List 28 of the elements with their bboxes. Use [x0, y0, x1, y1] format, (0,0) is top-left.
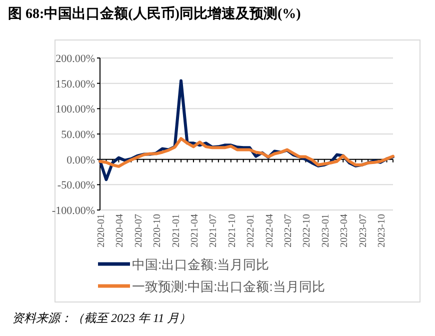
line-series	[98, 137, 394, 168]
x-tick-label: 2020-01	[96, 214, 107, 248]
x-tick-label: 2021-04	[190, 214, 201, 248]
x-tick-label: 2021-07	[208, 214, 220, 248]
x-tick-label: 2021-10	[226, 214, 238, 248]
y-tick-label: 50.00%	[61, 129, 95, 141]
y-tick-label: 200.00%	[56, 53, 95, 65]
x-tick-label: 2022-04	[264, 214, 276, 248]
y-tick-label: 150.00%	[56, 78, 95, 90]
x-tick-label: 2023-01	[320, 214, 332, 248]
legend-label: 中国:出口金额:当月同比	[132, 257, 270, 272]
y-tick-label: 0.00%	[66, 154, 95, 166]
x-tick-label: 2023-10	[376, 214, 388, 248]
y-tick-label: -100.00%	[52, 205, 95, 217]
y-tick-label: 100.00%	[56, 104, 95, 116]
x-tick-label: 2020-07	[133, 214, 144, 248]
legend-label: 一致预测:中国:出口金额:当月同比	[132, 279, 325, 294]
text: 资料来源：（截至 2023 年 11 月）	[12, 311, 192, 325]
x-tick-label: 2023-04	[339, 214, 350, 248]
y-tick-label: -50.00%	[57, 180, 95, 192]
x-tick-label: 2023-07	[358, 214, 369, 248]
x-tick-label: 2022-10	[302, 214, 313, 248]
x-tick-label: 2022-07	[283, 214, 294, 248]
x-tick-label: 2020-10	[152, 214, 164, 248]
x-tick-label: 2020-04	[114, 214, 126, 248]
x-tick-label: 2021-01	[170, 214, 182, 248]
x-tick-label: 2022-01	[246, 214, 257, 248]
chart-title: 图 68:中国出口金额(人民币)同比增速及预测(%)	[8, 5, 302, 22]
